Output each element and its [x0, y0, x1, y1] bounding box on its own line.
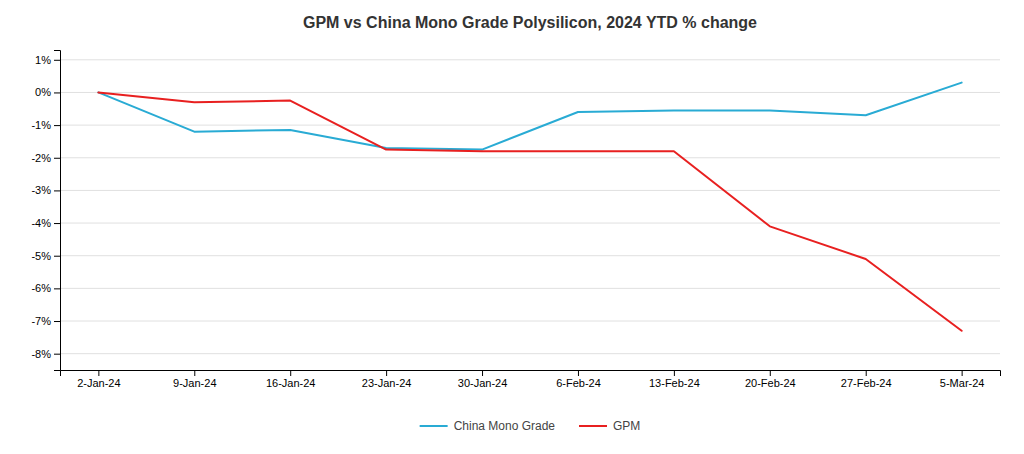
y-tick: 1% [35, 54, 60, 66]
x-tick-label: 23-Jan-24 [362, 377, 412, 389]
y-tick: -2% [31, 152, 60, 164]
x-tick: 23-Jan-24 [362, 370, 412, 389]
chart: 1% 0% -1% -2% -3% -4% -5% -6% -7% -8% 2-Jan-24 9-Ja… [0, 0, 1024, 454]
x-tick-mark [194, 370, 195, 376]
grid-line [60, 353, 1000, 354]
y-axis-line [54, 51, 61, 371]
legend-item: GPM [579, 419, 640, 433]
y-tick: -3% [31, 184, 60, 196]
x-tick-mark [674, 370, 675, 376]
plot: 1% 0% -1% -2% -3% -4% -5% -6% -7% -8% 2-Jan-24 9-Ja… [31, 51, 1000, 389]
x-tick-mark [962, 370, 963, 376]
grid-line [60, 59, 1000, 60]
y-tick-label: -6% [31, 282, 51, 294]
grid-line [60, 157, 1000, 158]
series-line [98, 92, 961, 330]
x-tick: 2-Jan-24 [77, 370, 120, 389]
y-tick-label: 0% [35, 86, 51, 98]
x-tick: 9-Jan-24 [173, 370, 216, 389]
legend-item: China Mono Grade [420, 419, 556, 433]
y-tick-mark [54, 256, 60, 257]
y-tick-mark [54, 223, 60, 224]
legend-swatch [579, 425, 607, 427]
legend-swatch [420, 425, 448, 427]
y-tick: -1% [31, 119, 60, 131]
x-tick-label: 2-Jan-24 [77, 377, 120, 389]
y-tick-label: -7% [31, 315, 51, 327]
legend: China Mono Grade GPM [420, 419, 641, 433]
x-tick: 30-Jan-24 [458, 370, 508, 389]
y-axis: 1% 0% -1% -2% -3% -4% -5% -6% -7% -8% [31, 51, 60, 371]
grid-line [60, 92, 1000, 93]
legend-label: GPM [613, 419, 640, 433]
grid-line [60, 190, 1000, 191]
x-tick: 5-Mar-24 [940, 370, 985, 389]
y-tick-mark [54, 354, 60, 355]
x-tick: 16-Jan-24 [266, 370, 316, 389]
series-line [98, 83, 961, 150]
legend-label: China Mono Grade [454, 419, 556, 433]
grid-line [60, 288, 1000, 289]
x-tick-mark [290, 370, 291, 376]
y-tick-mark [54, 125, 60, 126]
y-tick-label: -2% [31, 152, 51, 164]
y-tick: -7% [31, 315, 60, 327]
y-tick-mark [54, 60, 60, 61]
x-tick-mark [578, 370, 579, 376]
x-tick: 20-Feb-24 [745, 370, 796, 389]
x-tick-label: 6-Feb-24 [556, 377, 601, 389]
x-axis-line [61, 371, 1001, 377]
y-tick-label: -1% [31, 119, 51, 131]
y-tick: -4% [31, 217, 60, 229]
y-tick-label: -3% [31, 184, 51, 196]
grid-line [60, 223, 1000, 224]
marks [98, 83, 961, 331]
y-tick-mark [54, 92, 60, 93]
grid-line [60, 125, 1000, 126]
x-tick-mark [866, 370, 867, 376]
x-tick-label: 5-Mar-24 [940, 377, 985, 389]
x-tick-label: 9-Jan-24 [173, 377, 216, 389]
y-tick-label: -5% [31, 250, 51, 262]
y-tick-mark [54, 190, 60, 191]
grid-line [60, 321, 1000, 322]
x-tick-mark [482, 370, 483, 376]
y-tick: -8% [31, 348, 60, 360]
x-tick-mark [386, 370, 387, 376]
x-tick-label: 27-Feb-24 [841, 377, 892, 389]
title: GPM vs China Mono Grade Polysilicon, 202… [303, 14, 757, 31]
x-tick-label: 20-Feb-24 [745, 377, 796, 389]
x-tick: 13-Feb-24 [649, 370, 700, 389]
y-tick-mark [54, 158, 60, 159]
x-tick: 6-Feb-24 [556, 370, 601, 389]
x-tick-label: 16-Jan-24 [266, 377, 316, 389]
x-axis: 2-Jan-24 9-Jan-24 16-Jan-24 23-Jan-24 30-Jan… [61, 370, 1001, 389]
x-tick: 27-Feb-24 [841, 370, 892, 389]
y-tick: -5% [31, 250, 60, 262]
y-tick-label: 1% [35, 54, 51, 66]
y-tick-label: -8% [31, 348, 51, 360]
x-tick-mark [770, 370, 771, 376]
y-tick-label: -4% [31, 217, 51, 229]
grid [60, 60, 1000, 354]
x-tick-label: 30-Jan-24 [458, 377, 508, 389]
y-tick: -6% [31, 282, 60, 294]
x-tick-mark [98, 370, 99, 376]
y-tick: 0% [35, 86, 60, 98]
y-tick-mark [54, 321, 60, 322]
x-tick-label: 13-Feb-24 [649, 377, 700, 389]
y-tick-mark [54, 288, 60, 289]
